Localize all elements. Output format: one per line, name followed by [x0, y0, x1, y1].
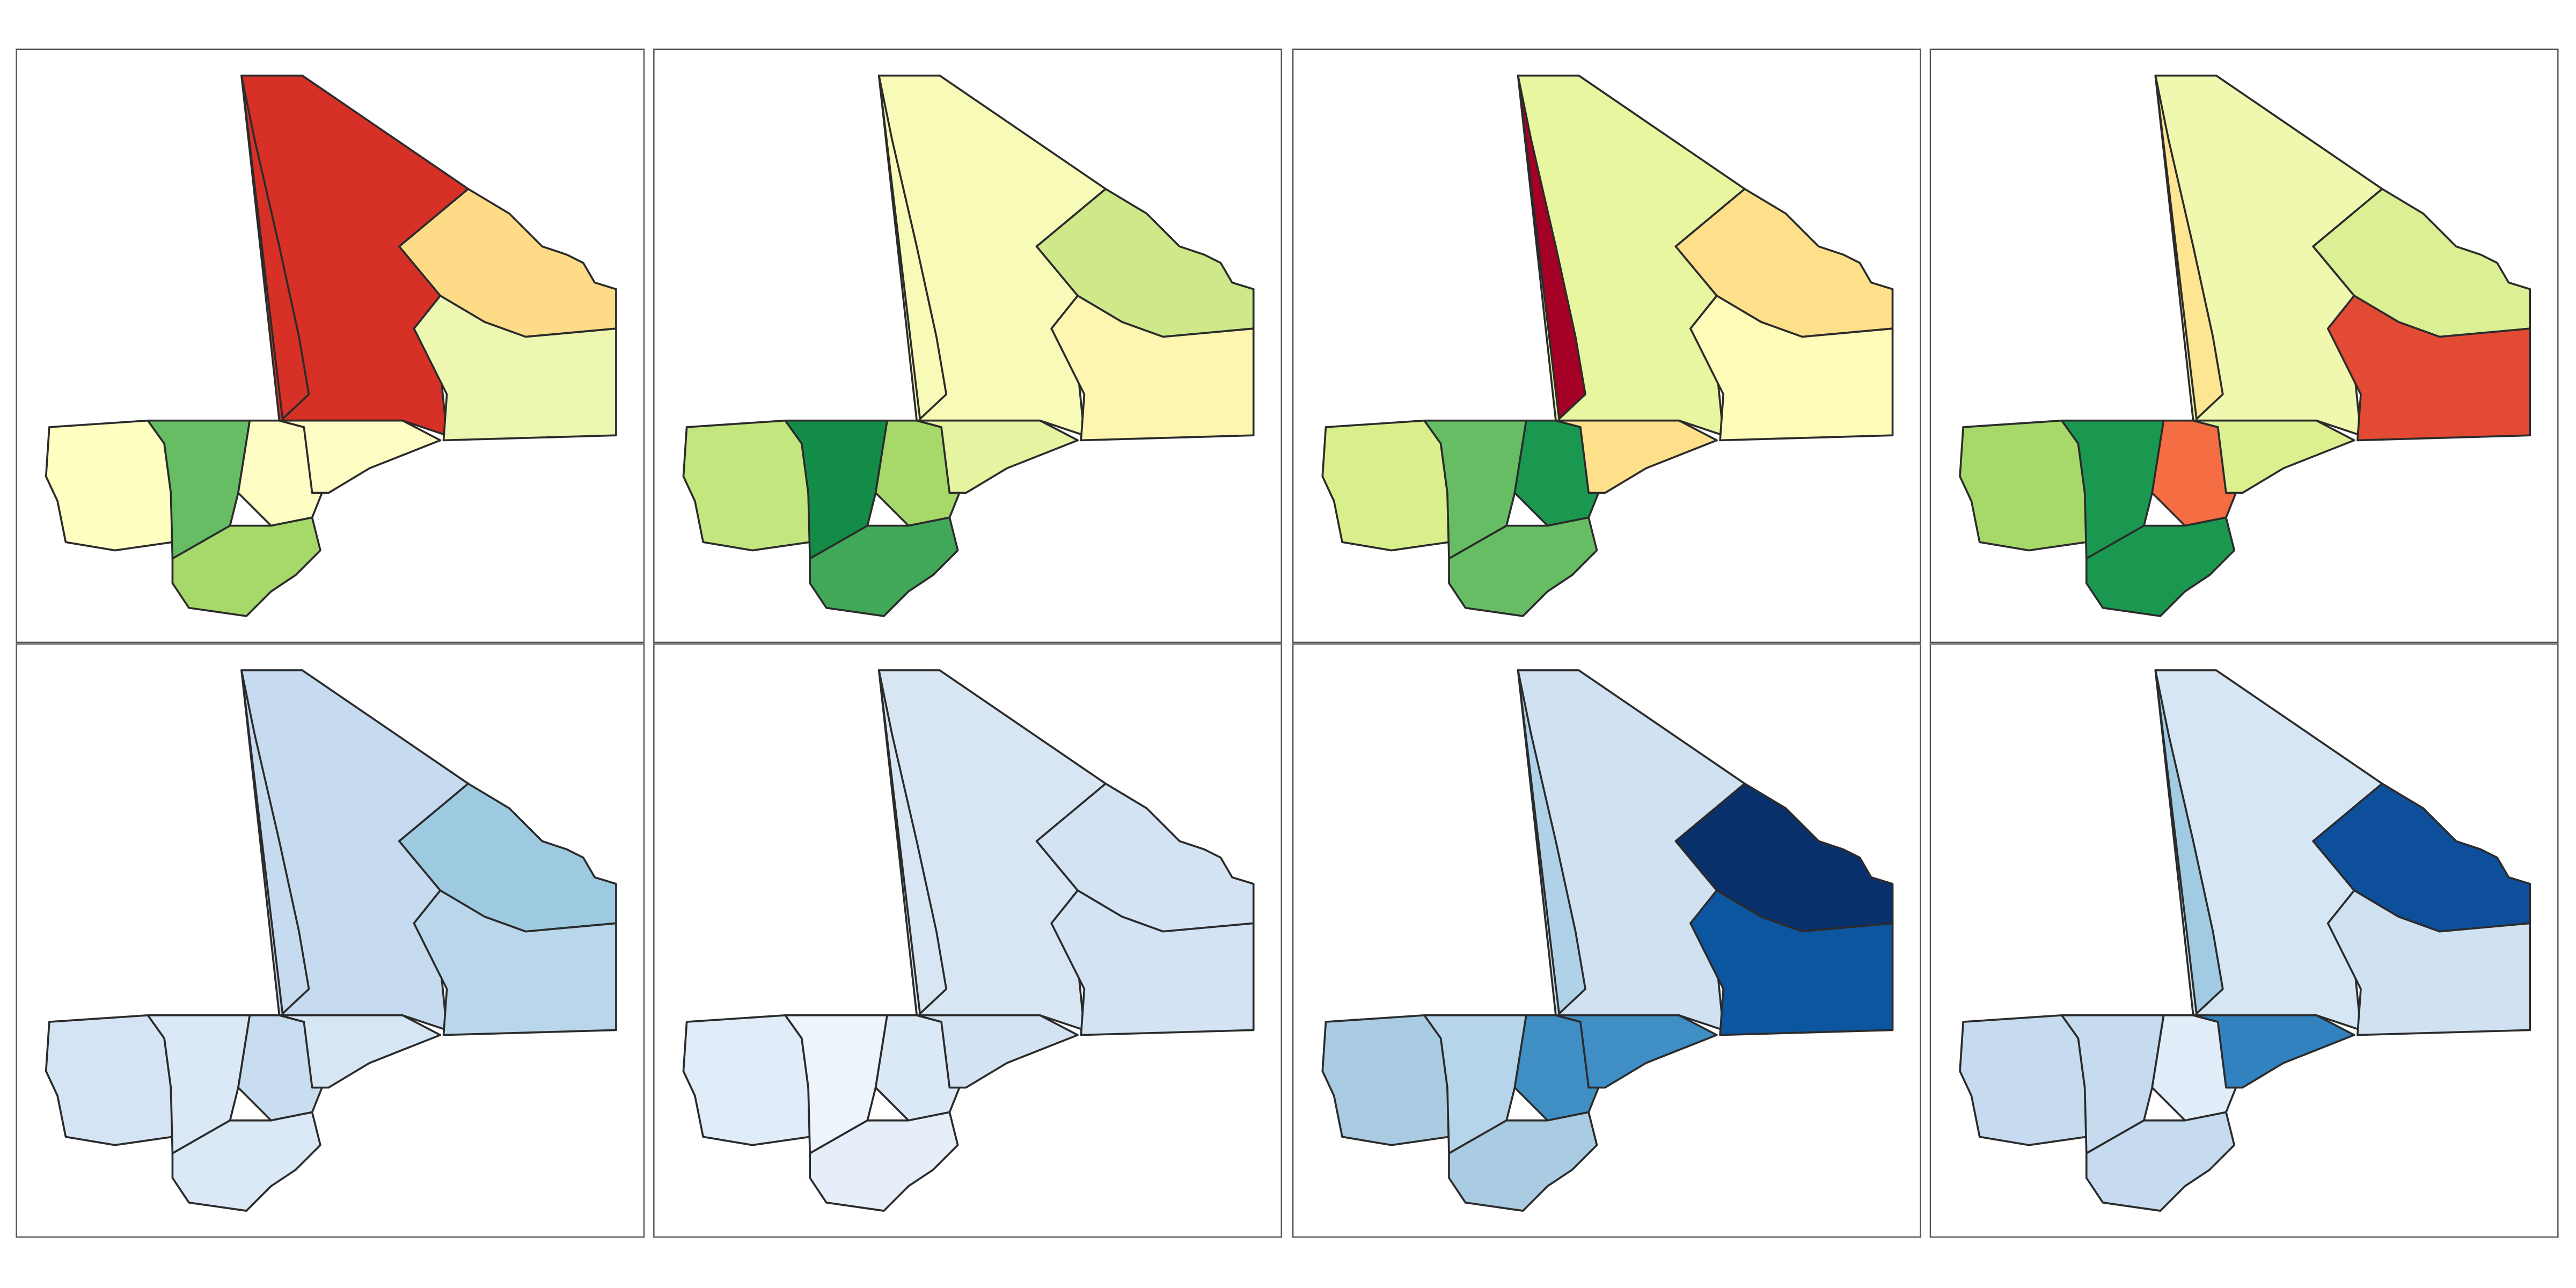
map — [682, 74, 1255, 617]
region-kayes — [1959, 1014, 2088, 1146]
region-gao — [2326, 295, 2531, 442]
map — [1959, 669, 2531, 1212]
region-sikasso — [171, 1111, 321, 1212]
map — [682, 669, 1255, 1212]
region-gao — [1050, 889, 1255, 1036]
region-mopti — [916, 419, 1079, 494]
region-mopti — [278, 1014, 442, 1089]
region-sikasso — [809, 1111, 959, 1212]
map — [1321, 669, 1894, 1212]
region-sikasso — [809, 516, 959, 617]
region-kayes — [682, 1014, 811, 1146]
region-timbuktu-west — [1517, 74, 1586, 420]
region-timbuktu-west — [240, 669, 310, 1015]
region-gao — [413, 295, 617, 442]
region-kayes — [1959, 419, 2088, 552]
region-kayes — [682, 419, 811, 552]
map — [45, 74, 617, 617]
region-sikasso — [1448, 1111, 1598, 1212]
region-sikasso — [2085, 1111, 2236, 1212]
region-timbuktu-west — [1517, 669, 1586, 1015]
region-sikasso — [171, 516, 321, 617]
region-gao — [1050, 295, 1255, 442]
region-timbuktu-west — [2154, 669, 2224, 1015]
map — [45, 669, 617, 1212]
region-timbuktu-west — [877, 74, 948, 420]
region-kayes — [45, 419, 174, 552]
region-gao — [1689, 889, 1894, 1036]
region-gao — [413, 889, 617, 1036]
region-gao — [2326, 889, 2531, 1036]
region-timbuktu-west — [240, 74, 310, 420]
region-sikasso — [2085, 516, 2236, 617]
region-mopti — [278, 419, 442, 494]
region-kayes — [1321, 419, 1450, 552]
region-timbuktu-west — [2154, 74, 2224, 420]
map — [1321, 74, 1894, 617]
region-timbuktu-west — [877, 669, 948, 1015]
region-kayes — [45, 1014, 174, 1146]
region-mopti — [2192, 419, 2355, 494]
region-mopti — [916, 1014, 1079, 1089]
region-sikasso — [1448, 516, 1598, 617]
region-mopti — [1555, 419, 1718, 494]
map — [1959, 74, 2531, 617]
region-mopti — [1555, 1014, 1718, 1089]
region-mopti — [2192, 1014, 2355, 1089]
region-gao — [1689, 295, 1894, 442]
region-kayes — [1321, 1014, 1450, 1146]
